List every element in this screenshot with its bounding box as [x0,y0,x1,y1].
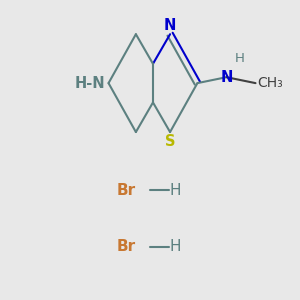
Text: Br: Br [117,183,136,198]
Text: H-N: H-N [75,76,106,91]
Text: Br: Br [117,239,136,254]
Text: N: N [164,18,176,33]
Text: S: S [165,134,175,148]
Text: H: H [169,239,181,254]
Text: H: H [169,183,181,198]
Text: N: N [220,70,232,85]
Text: H: H [235,52,245,65]
Text: CH₃: CH₃ [257,76,283,90]
